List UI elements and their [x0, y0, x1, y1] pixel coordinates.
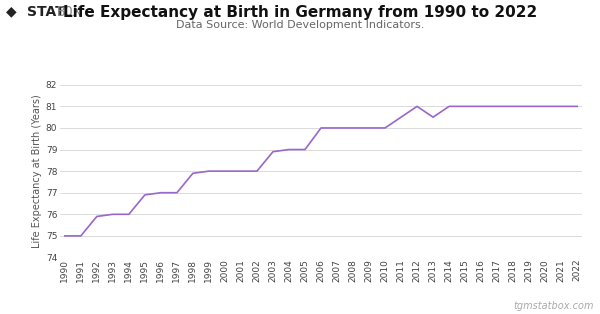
Text: tgmstatbox.com: tgmstatbox.com: [514, 301, 594, 311]
Text: STAT: STAT: [27, 5, 65, 19]
Text: BOX: BOX: [56, 5, 82, 19]
Text: Data Source: World Development Indicators.: Data Source: World Development Indicator…: [176, 20, 424, 30]
Text: ◆: ◆: [6, 5, 17, 19]
Text: Life Expectancy at Birth in Germany from 1990 to 2022: Life Expectancy at Birth in Germany from…: [63, 5, 537, 20]
Y-axis label: Life Expectancy at Birth (Years): Life Expectancy at Birth (Years): [32, 94, 41, 248]
